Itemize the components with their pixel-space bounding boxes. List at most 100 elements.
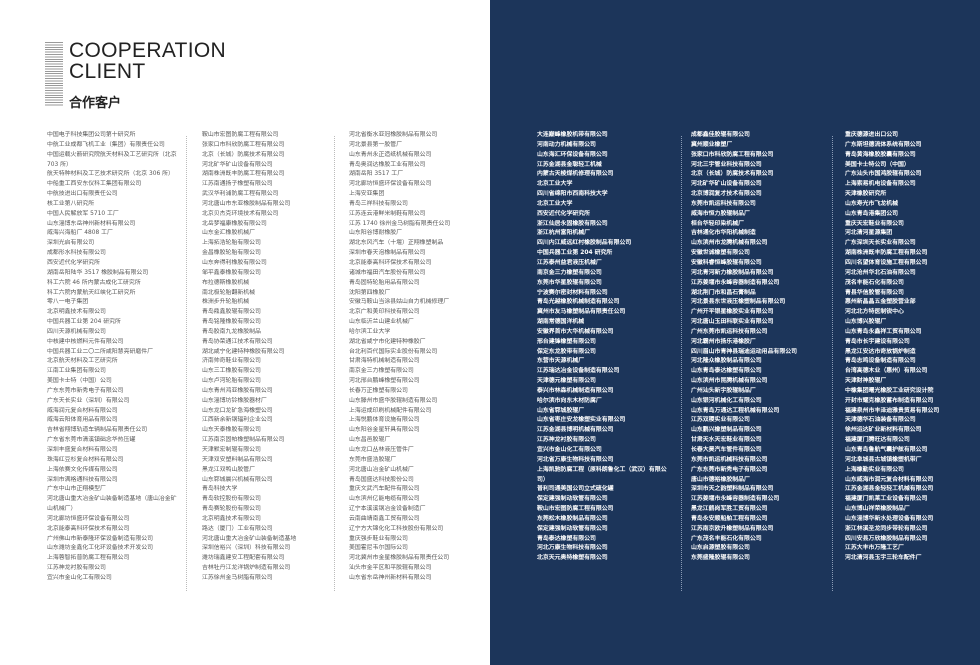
client-list-item: 山东省郓城胶辊厂 — [537, 407, 585, 414]
client-list-item: 北京贝杰克环境技术有限公司 — [202, 210, 279, 217]
client-list-item: 布拉德斯橡胶机械 — [202, 279, 250, 286]
client-list-item: 山东奔得利橡胶有限公司 — [202, 259, 267, 266]
client-list-item: 北岳梦福康橡胶有限公司 — [202, 220, 267, 227]
client-list-item: 东莞松木橡胶制品有限公司 — [537, 515, 608, 522]
client-list-item: 东莞市盛浩胶辊厂 — [349, 456, 397, 463]
client-list-item: 中橡集团曙光橡胶工业研究设计院 — [845, 387, 934, 394]
client-list-item: 北京工业大学 — [537, 200, 573, 207]
client-list-item: 东莞市凯运机械科技有限公司 — [691, 456, 768, 463]
client-list-item: 河北景县第一胶管厂 — [349, 141, 403, 148]
client-list-item: 河北万康生物科技有限公司 — [537, 545, 608, 552]
client-list-item: 四川名望体育设施工程有限公司 — [845, 259, 928, 266]
client-list-item: 西安近代化学研究所 — [47, 259, 101, 266]
client-list-item: 上海索易机电设备有限公司 — [845, 181, 916, 188]
client-list-item: 吉林省翔博轨道车辆制品有限责任公司 — [47, 427, 148, 434]
client-list-item: 科工六院 46 所内蒙古成化工研究所 — [47, 279, 141, 286]
client-list-item: 鞍山市宏图防腐工程有限公司 — [202, 132, 279, 138]
client-list-item: 哈尔滨工业大学 — [349, 328, 391, 335]
client-list-item: 重庆天宏鞋业有限公司 — [845, 220, 904, 227]
client-list-item: 山东省枣庄安龙橡塑实业有限公司 — [537, 417, 626, 424]
client-list-item: 山东卢河轮胎有限公司 — [202, 378, 261, 385]
client-list-item: 江苏金湖县金轻轻工机械有限公司 — [845, 486, 934, 493]
client-list-item: 科工六院内蒙航天红峡化工研究所 — [47, 289, 136, 296]
client-list-item: 山东寿光市飞龙机械 — [845, 200, 899, 207]
client-list-item: 河北矿华矿山设备有限公司 — [691, 181, 762, 188]
client-list-item: 江苏金湖县博明机械有限公司 — [537, 427, 614, 434]
client-list-item: 山东博兴胶辊厂 — [845, 319, 887, 326]
client-list-item: 成都鑫佳胶辊有限公司 — [691, 132, 750, 138]
client-list-item: 汕头市金平区和平胶辊有限公司 — [349, 565, 432, 572]
client-list-item: 青岛协荣通江技术有限公司 — [202, 338, 273, 345]
client-list-item: 青岛光越橡胶机械制造有限公司 — [537, 299, 620, 306]
client-list-item: 株洲步升轮胎机械 — [202, 299, 250, 306]
client-list-item: 北京明鑫技术有限公司 — [202, 515, 261, 522]
client-list-item: 中国兵器工业二〇二所咸阳慧亮研磨件厂 — [47, 348, 154, 355]
client-list-item: 珠海红豆杉复合材料有限公司 — [47, 456, 124, 463]
client-list-item: 惠州新晶晶五金塑胶营业部 — [845, 299, 916, 306]
client-list-item: 青岛黄海橡胶胶囊有限公司 — [845, 151, 916, 158]
client-list-item: 江苏姜堰市永峰容器制造有限公司 — [691, 496, 780, 503]
client-list-item: 山东青岛万通达工程机械有限公司 — [691, 407, 780, 414]
client-list-item: 中国电子科技集团公司第十研究所 — [47, 132, 136, 138]
client-list-item: 长春万正橡塑有限公司 — [349, 387, 408, 394]
right-page: 大连巅峰橡胶机带有限公司 河南动力机械有限公司 山东海汇环保设备有限公司 江苏金湖县金… — [490, 0, 980, 665]
client-list-item: 山东海汇环保设备有限公司 — [537, 151, 608, 158]
client-list-item: 深圳信裕兴（深圳）科技有限公司 — [202, 545, 291, 552]
client-list-item: 成都形水科技有限公司 — [47, 250, 106, 257]
client-list-item: 青岛志鸣设备制造有限公司 — [845, 358, 916, 365]
client-list-item: 青岛永安顺船舶工程有限公司 — [691, 515, 768, 522]
client-list-item: 河北清河县玉宇三轮车配件厂 — [845, 555, 922, 562]
client-list-item: 北京（长城）防腐技术有限公司 — [691, 171, 774, 178]
client-list-item: 广东东莞市新秀电子有限公司 — [691, 466, 768, 473]
client-list-item: 山东天泰橡胶有限公司 — [202, 427, 261, 434]
client-list-item: 四川眉山市青神县瑞迪运动用品有限公司 — [691, 348, 798, 355]
client-list-item: 上海凯驰防腐工程（原科朗鲁化工（武汉）有限公司） — [537, 466, 667, 483]
client-list-item: 深圳丰盛复合材料有限公司 — [47, 447, 118, 453]
client-list-item: 中航工业成都飞机工业（集团）有限责任公司 — [47, 141, 165, 148]
client-list-item: 邢台建锋橡塑有限公司 — [537, 338, 596, 345]
client-list-item: 山东三工橡胶有限公司 — [202, 368, 261, 375]
client-list-item: 江西新余新钢辐利企业公司 — [202, 417, 273, 424]
client-list-item: 山东郓城晨兴机械有限公司 — [202, 476, 273, 483]
client-list-item: 重庆德源进出口公司 — [845, 132, 899, 138]
client-list-item: 湖北咸宁化建特种橡胶有限公司 — [202, 348, 285, 355]
client-list-item: 广州汕头新宇胶辊制品厂 — [691, 387, 756, 394]
client-list-item: 北京博润复才技术有限公司 — [691, 191, 762, 198]
client-list-item: 江苏神龙衬胶有限公司 — [47, 565, 106, 572]
client-list-item: 泰兴市林森机械制造有限公司 — [537, 387, 614, 394]
client-list-item: 青岛科技大学 — [202, 486, 238, 493]
client-list-item: 重庆文武汽车配件有限公司 — [349, 486, 420, 493]
client-list-item: 安徽界首市大华机械有限公司 — [537, 328, 614, 335]
client-list-item: 河北唐山市东亚橡胶制品有限公司 — [202, 200, 291, 207]
client-list-item: 路达（厦门）工业有限公司 — [202, 525, 273, 532]
client-list-item: 广东汕头市国鸿胶辊有限公司 — [845, 171, 922, 178]
client-list-item: 山东金汇橡胶机械厂 — [202, 230, 256, 237]
client-list-item: 福建厦门凯莱工业设备有限公司 — [845, 496, 928, 503]
client-list-item: 河北北方特医制锐中心 — [845, 309, 904, 316]
client-list-item: 广州东莞市凯运科技有限公司 — [691, 328, 768, 335]
client-list-item: 湖北省咸宁市化建特种橡胶厂 — [349, 338, 426, 345]
client-list-item: 青岛市长宇建设有限公司 — [845, 338, 910, 345]
client-list-item: 安徽世诚橡塑有限公司 — [691, 250, 750, 257]
client-list-item: 沈阳第四橡胶厂 — [349, 289, 391, 296]
client-list-item: 黑龙江双鸭山胶管厂 — [202, 466, 256, 473]
client-list-item: 诸城市福田汽车股份有限公司 — [349, 269, 426, 276]
client-list-item: 四川省绵阳市西南科技大学 — [537, 191, 608, 198]
client-list-item: 深圳光启有限公司 — [47, 240, 95, 247]
client-list-item: 青岛奥润达橡胶工业有限公司 — [349, 161, 426, 168]
client-list-item: 山东启源塑胶有限公司 — [691, 545, 750, 552]
client-list-item: 东营市天源机械厂 — [537, 358, 585, 365]
client-list-item: 威海润元复合材料有限公司 — [47, 407, 118, 414]
client-list-item: 河北廊坊恒盛环保设备有限公司 — [349, 181, 432, 188]
client-list-item: 河北唐山冶金矿山机械厂 — [349, 466, 414, 473]
client-list-item: 湖北荆门市和昌石膏制品 — [691, 289, 756, 296]
client-list-item: 山东淄博坊铃橡胶器材厂 — [202, 397, 267, 404]
client-list-item: 广东中山市正翔模型厂 — [47, 486, 106, 493]
client-list-item: 武汉华利浦防腐工程有限公司 — [202, 191, 279, 198]
client-list-item: 张家口市科欣防腐工程有限公司 — [202, 141, 285, 148]
client-list-item: 山东淄博华新水处理设备有限公司 — [845, 515, 934, 522]
client-list-item: 广东斯坦德流体系统有限公司 — [845, 141, 922, 148]
client-list-item: 山东滨州市昆腾机械有限公司 — [691, 378, 768, 385]
client-list-item: 山东滨州市龙腾机械有限公司 — [691, 240, 768, 247]
client-list-item: 河北霸州市扬乐港橡胶厂 — [691, 338, 756, 345]
